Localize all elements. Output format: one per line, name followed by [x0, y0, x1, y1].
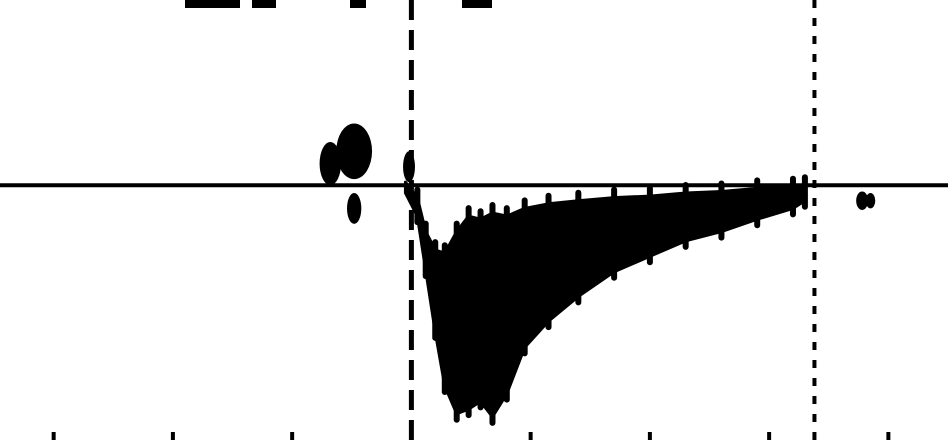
- series-area-1: [403, 180, 807, 419]
- series-layer: [403, 174, 808, 426]
- artifact-blob-5: [856, 191, 869, 210]
- title-fragment-2: [252, 0, 276, 8]
- title-fragment-3: [350, 0, 366, 8]
- title-fragment: [185, 0, 492, 8]
- title-fragment-4: [462, 0, 492, 8]
- artifact-blob-6: [865, 192, 876, 209]
- artifact-blob-4: [347, 192, 362, 224]
- artifact-blob-1: [319, 142, 342, 186]
- title-fragment-1: [185, 0, 240, 8]
- artifact-blob-2: [336, 123, 373, 180]
